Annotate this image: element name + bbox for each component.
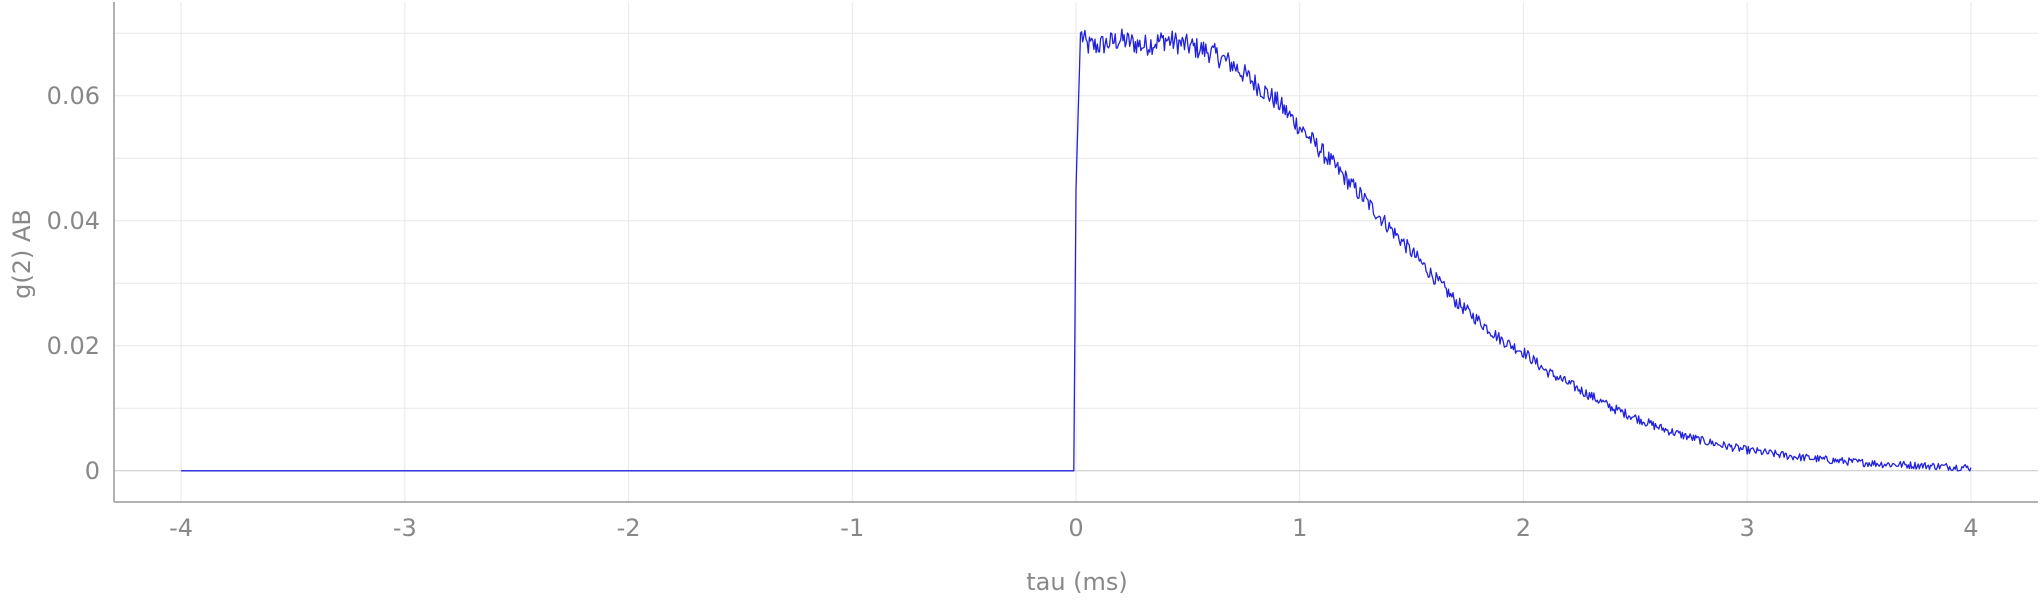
x-tick-label: 4	[1963, 514, 1978, 542]
series-line	[181, 28, 1972, 472]
x-tick-label: -4	[169, 514, 193, 542]
x-tick-label: 0	[1068, 514, 1083, 542]
x-tick-label: 1	[1292, 514, 1307, 542]
x-axis-title: tau (ms)	[1026, 568, 1128, 596]
axes	[113, 2, 2038, 503]
y-tick-label: 0.06	[47, 82, 100, 110]
x-tick-label: 3	[1740, 514, 1755, 542]
x-tick-label: -1	[840, 514, 864, 542]
y-tick-label: 0.02	[47, 332, 100, 360]
tick-labels: -4 -3 -2 -1 0 1 2 3 4 0 0.02 0.04 0.06	[47, 82, 1979, 542]
x-tick-label: -2	[617, 514, 641, 542]
y-tick-label: 0.04	[47, 207, 100, 235]
x-tick-label: -3	[393, 514, 417, 542]
x-tick-label: 2	[1516, 514, 1531, 542]
series-layer	[181, 28, 1972, 472]
y-axis-title: g(2) AB	[8, 209, 36, 299]
y-tick-label: 0	[85, 457, 100, 485]
